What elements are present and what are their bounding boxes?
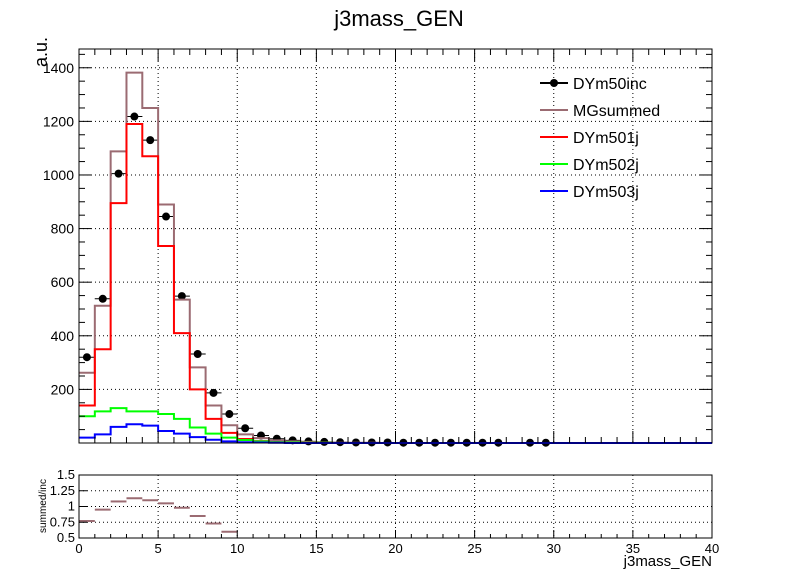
ratio-y-tick-label: 1.25 [50, 483, 75, 498]
y-tick-label: 1400 [43, 60, 74, 76]
legend-label-DYm503j: DYm503j [573, 184, 639, 201]
chart-title: j3mass_GEN [334, 6, 464, 31]
data-point [130, 112, 139, 121]
legend-marker [550, 79, 558, 87]
data-point [225, 410, 234, 419]
x-tick-label: 40 [705, 541, 719, 556]
data-point [114, 169, 123, 178]
y-tick-label: 400 [51, 328, 75, 344]
y-tick-label: 200 [51, 381, 75, 397]
data-point [162, 212, 171, 221]
x-tick-label: 0 [75, 541, 82, 556]
x-tick-label: 5 [155, 541, 162, 556]
y-tick-label: 1200 [43, 113, 74, 129]
data-point [209, 388, 218, 397]
ratio-y-axis-title: summed/inc [38, 479, 49, 533]
x-tick-label: 20 [388, 541, 402, 556]
x-tick-label: 30 [547, 541, 561, 556]
y-tick-label: 600 [51, 274, 75, 290]
x-axis-title: j3mass_GEN [623, 553, 712, 570]
y-tick-label: 1000 [43, 167, 74, 183]
ratio-y-tick-label: 1.5 [57, 467, 75, 482]
legend-label-DYm502j: DYm502j [573, 157, 639, 174]
data-point [193, 350, 202, 359]
ratio-y-tick-label: 0.5 [57, 530, 75, 545]
data-point [98, 294, 107, 303]
data-point [177, 292, 186, 301]
legend-label-DYm50inc: DYm50inc [573, 76, 647, 93]
data-point [146, 136, 155, 145]
data-point [241, 424, 250, 433]
legend-label-DYm501j: DYm501j [573, 130, 639, 147]
legend-label-MGsummed: MGsummed [573, 103, 660, 120]
y-tick-label: 800 [51, 221, 75, 237]
x-tick-label: 10 [230, 541, 244, 556]
x-tick-label: 35 [626, 541, 640, 556]
y-axis-title: a.u. [31, 37, 51, 67]
ratio-y-tick-label: 1 [68, 499, 75, 514]
x-tick-label: 15 [309, 541, 323, 556]
x-tick-label: 25 [467, 541, 481, 556]
ratio-y-tick-label: 0.75 [50, 514, 75, 529]
data-point [82, 353, 91, 362]
